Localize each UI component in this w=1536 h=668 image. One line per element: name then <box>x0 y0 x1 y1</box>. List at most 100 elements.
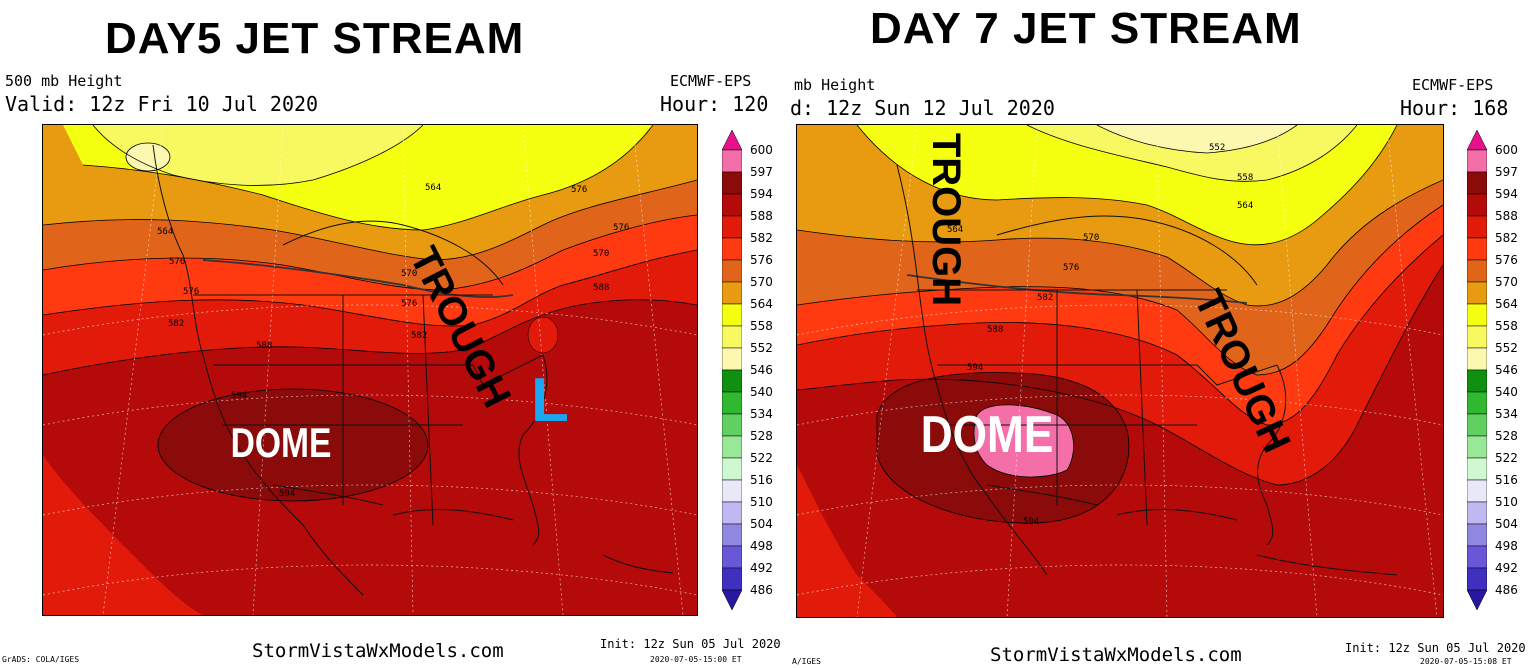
colorbar-label: 564 <box>1495 297 1518 311</box>
contour-label: 582 <box>1037 293 1054 303</box>
colorbar-label: 516 <box>1495 473 1518 487</box>
colorbar-label: 534 <box>750 407 773 421</box>
contour-label: 594 <box>279 489 296 499</box>
grads-credit: GrADS: COLA/IGES <box>2 655 80 664</box>
colorbar-label: 564 <box>750 297 773 311</box>
timestamp: 2020-07-05-15:00 ET <box>650 655 742 664</box>
colorbar-label: 588 <box>750 209 773 223</box>
colorbar-label: 540 <box>1495 385 1518 399</box>
colorbar-label: 498 <box>1495 539 1518 553</box>
panel-title: DAY 7 JET STREAM <box>870 4 1302 53</box>
contour-label: 576 <box>401 299 418 309</box>
colorbar-label: 600 <box>1495 143 1518 157</box>
colorbar-label: 546 <box>1495 363 1518 377</box>
colorbar-label: 582 <box>1495 231 1518 245</box>
colorbar-swatch <box>721 281 743 305</box>
contour-label: 564 <box>1237 201 1254 211</box>
colorbar-swatch <box>1466 215 1488 239</box>
day5-panel: DAY5 JET STREAM 500 mb Height Valid: 12z… <box>2 14 781 664</box>
valid-time: d: 12z Sun 12 Jul 2020 <box>790 96 1055 120</box>
contour-label: 564 <box>157 227 174 237</box>
colorbar-swatch <box>1466 347 1488 371</box>
colorbar-swatch <box>721 413 743 437</box>
colorbar-swatch <box>1466 413 1488 437</box>
colorbar-label: 522 <box>750 451 773 465</box>
height-map: 552 558 564 564 570 576 582 588 594 594 … <box>796 124 1444 618</box>
colorbar-label: 594 <box>750 187 773 201</box>
height-colorbar <box>1466 129 1488 611</box>
colorbar-swatch <box>1466 193 1488 217</box>
site-name: StormVistaWxModels.com <box>990 644 1242 666</box>
colorbar-label: 600 <box>750 143 773 157</box>
colorbar-top-tip <box>721 129 743 151</box>
contour-label: 588 <box>593 283 610 293</box>
contour-label: 558 <box>1237 173 1254 183</box>
colorbar-swatch <box>1466 259 1488 283</box>
colorbar-swatch <box>721 523 743 547</box>
colorbar-label: 540 <box>750 385 773 399</box>
contour-label: 564 <box>425 183 442 193</box>
colorbar-swatch <box>1466 479 1488 503</box>
field-label: 500 mb Height <box>5 72 123 90</box>
colorbar-label: 597 <box>1495 165 1518 179</box>
colorbar-swatch <box>721 479 743 503</box>
colorbar-swatch <box>721 193 743 217</box>
colorbar-label: 528 <box>750 429 773 443</box>
colorbar-label: 510 <box>1495 495 1518 509</box>
colorbar-label: 576 <box>1495 253 1518 267</box>
colorbar-swatch <box>1466 545 1488 569</box>
colorbar-swatch <box>721 567 743 591</box>
contour-label: 552 <box>1209 143 1226 153</box>
colorbar-label: 528 <box>1495 429 1518 443</box>
colorbar-label: 552 <box>750 341 773 355</box>
colorbar-swatch <box>721 149 743 173</box>
forecast-hour: Hour: 168 <box>1400 96 1509 120</box>
colorbar-swatch <box>721 545 743 569</box>
contour-label: 594 <box>1023 517 1040 527</box>
day7-panel: DAY 7 JET STREAM mb Height d: 12z Sun 12… <box>790 0 1536 668</box>
low-annotation: L <box>531 366 569 435</box>
height-map-svg <box>797 125 1443 617</box>
colorbar-label: 486 <box>1495 583 1518 597</box>
colorbar-label: 588 <box>1495 209 1518 223</box>
colorbar-swatch <box>1466 171 1488 195</box>
colorbar-label: 522 <box>1495 451 1518 465</box>
forecast-hour: Hour: 120 <box>660 92 769 116</box>
colorbar-swatch <box>1466 501 1488 525</box>
colorbar-bottom-tip <box>1466 589 1488 611</box>
colorbar-label: 570 <box>1495 275 1518 289</box>
colorbar-swatch <box>1466 149 1488 173</box>
panel-title: DAY5 JET STREAM <box>105 14 525 63</box>
colorbar-swatch <box>1466 303 1488 327</box>
colorbar-label: 492 <box>1495 561 1518 575</box>
colorbar-label: 510 <box>750 495 773 509</box>
colorbar-label: 597 <box>750 165 773 179</box>
site-name: StormVistaWxModels.com <box>252 640 504 662</box>
colorbar-label: 486 <box>750 583 773 597</box>
contour-label: 564 <box>947 225 964 235</box>
colorbar-label: 552 <box>1495 341 1518 355</box>
colorbar-swatch <box>1466 523 1488 547</box>
init-time: Init: 12z Sun 05 Jul 2020 <box>1345 641 1526 655</box>
contour-label: 588 <box>256 341 273 351</box>
colorbar-label: 504 <box>750 517 773 531</box>
contour-label: 576 <box>571 185 588 195</box>
contour-label: 576 <box>1063 263 1080 273</box>
model-name: ECMWF-EPS <box>670 72 752 90</box>
colorbar-bottom-tip <box>721 589 743 611</box>
colorbar-swatch <box>1466 325 1488 349</box>
colorbar-swatch <box>721 237 743 261</box>
contour-label: 576 <box>169 257 186 267</box>
contour-label: 594 <box>967 363 984 373</box>
colorbar-label: 546 <box>750 363 773 377</box>
colorbar-swatch <box>721 391 743 415</box>
colorbar-swatch <box>721 435 743 459</box>
colorbar-swatch <box>721 215 743 239</box>
init-time: Init: 12z Sun 05 Jul 2020 <box>600 637 781 651</box>
field-label: mb Height <box>794 76 876 94</box>
height-colorbar <box>721 129 743 611</box>
colorbar-swatch <box>721 325 743 349</box>
colorbar-swatch <box>721 501 743 525</box>
colorbar-label: 498 <box>750 539 773 553</box>
model-name: ECMWF-EPS <box>1412 76 1494 94</box>
